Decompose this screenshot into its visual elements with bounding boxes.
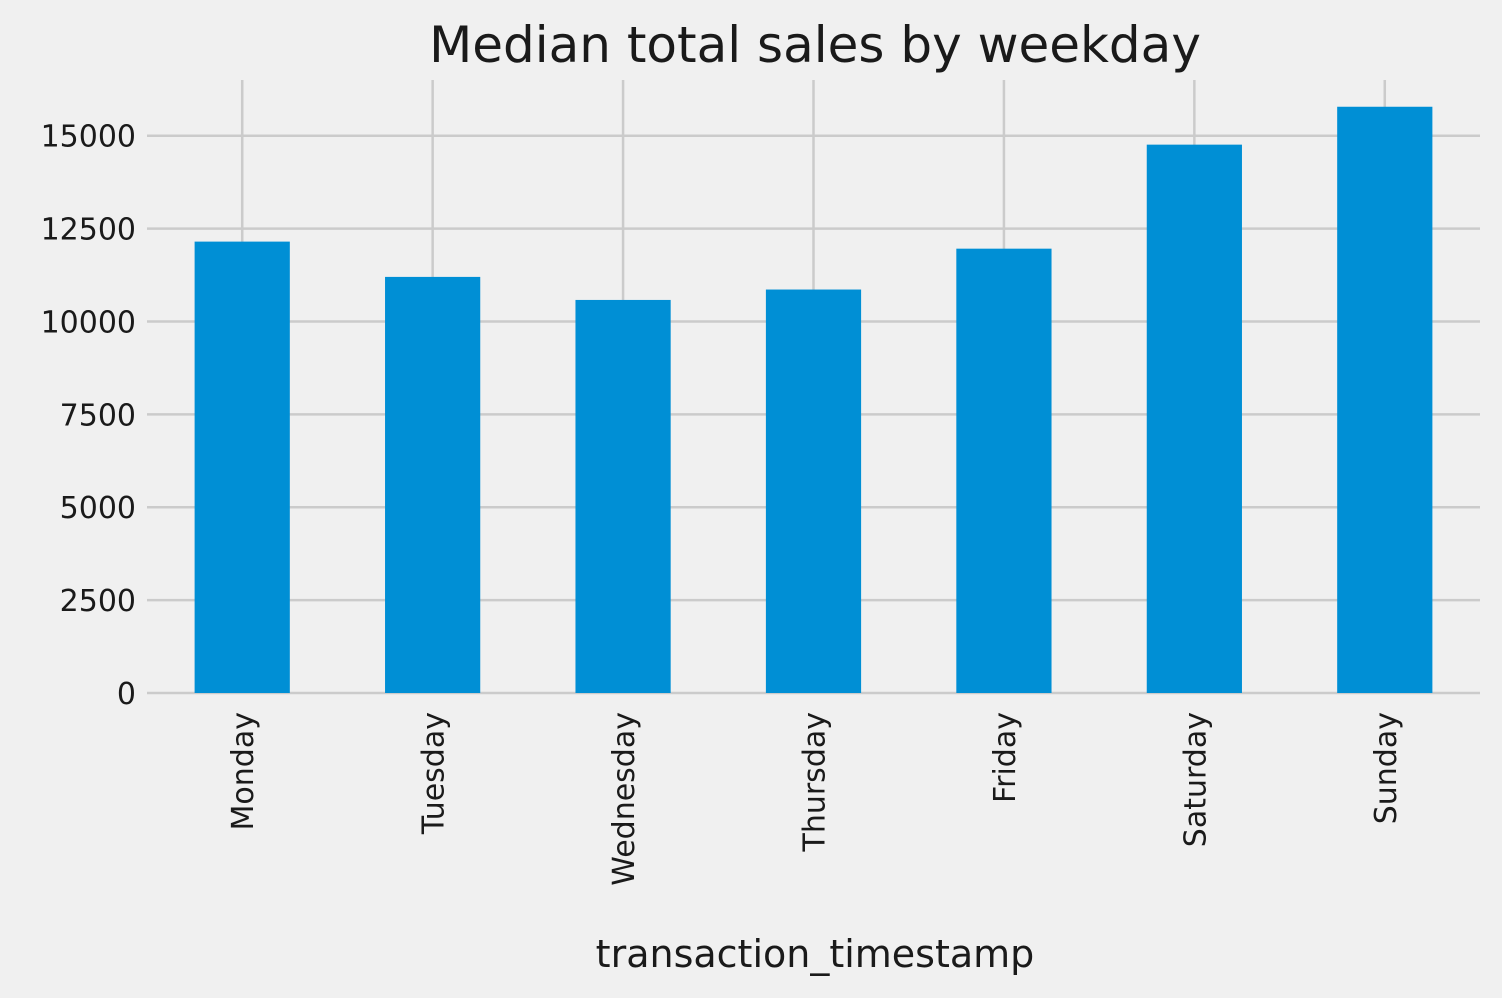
x-axis-title: transaction_timestamp [596,932,1035,976]
x-tick-label: Friday [988,712,1023,803]
y-tick-label: 5000 [60,491,136,526]
x-tick-label: Saturday [1178,712,1213,847]
y-tick-label: 10000 [41,305,136,340]
x-tick-label: Sunday [1369,712,1404,824]
y-tick-label: 15000 [41,120,136,155]
bar-friday [956,248,1052,693]
bar-tuesday [385,276,481,693]
chart-title: Median total sales by weekday [429,16,1201,74]
y-tick-label: 7500 [60,398,136,433]
x-tick-label: Wednesday [607,712,642,886]
y-tick-label: 2500 [60,584,136,619]
bar-saturday [1146,144,1242,694]
y-tick-label: 12500 [41,213,136,248]
bar-wednesday [575,299,671,693]
x-tick-label: Thursday [798,712,833,853]
bar-thursday [765,289,862,693]
bar-layer [194,106,1433,694]
x-axis-tick-labels: Monday Tuesday Wednesday Thursday Friday Satu… [226,712,1404,886]
bar-monday [194,241,290,694]
y-tick-label: 0 [117,677,136,712]
x-tick-label: Monday [226,712,261,830]
x-tick-label: Tuesday [417,712,452,835]
y-axis-tick-labels: 0 2500 5000 7500 10000 12500 15000 [41,120,136,712]
bar-sunday [1337,106,1433,694]
